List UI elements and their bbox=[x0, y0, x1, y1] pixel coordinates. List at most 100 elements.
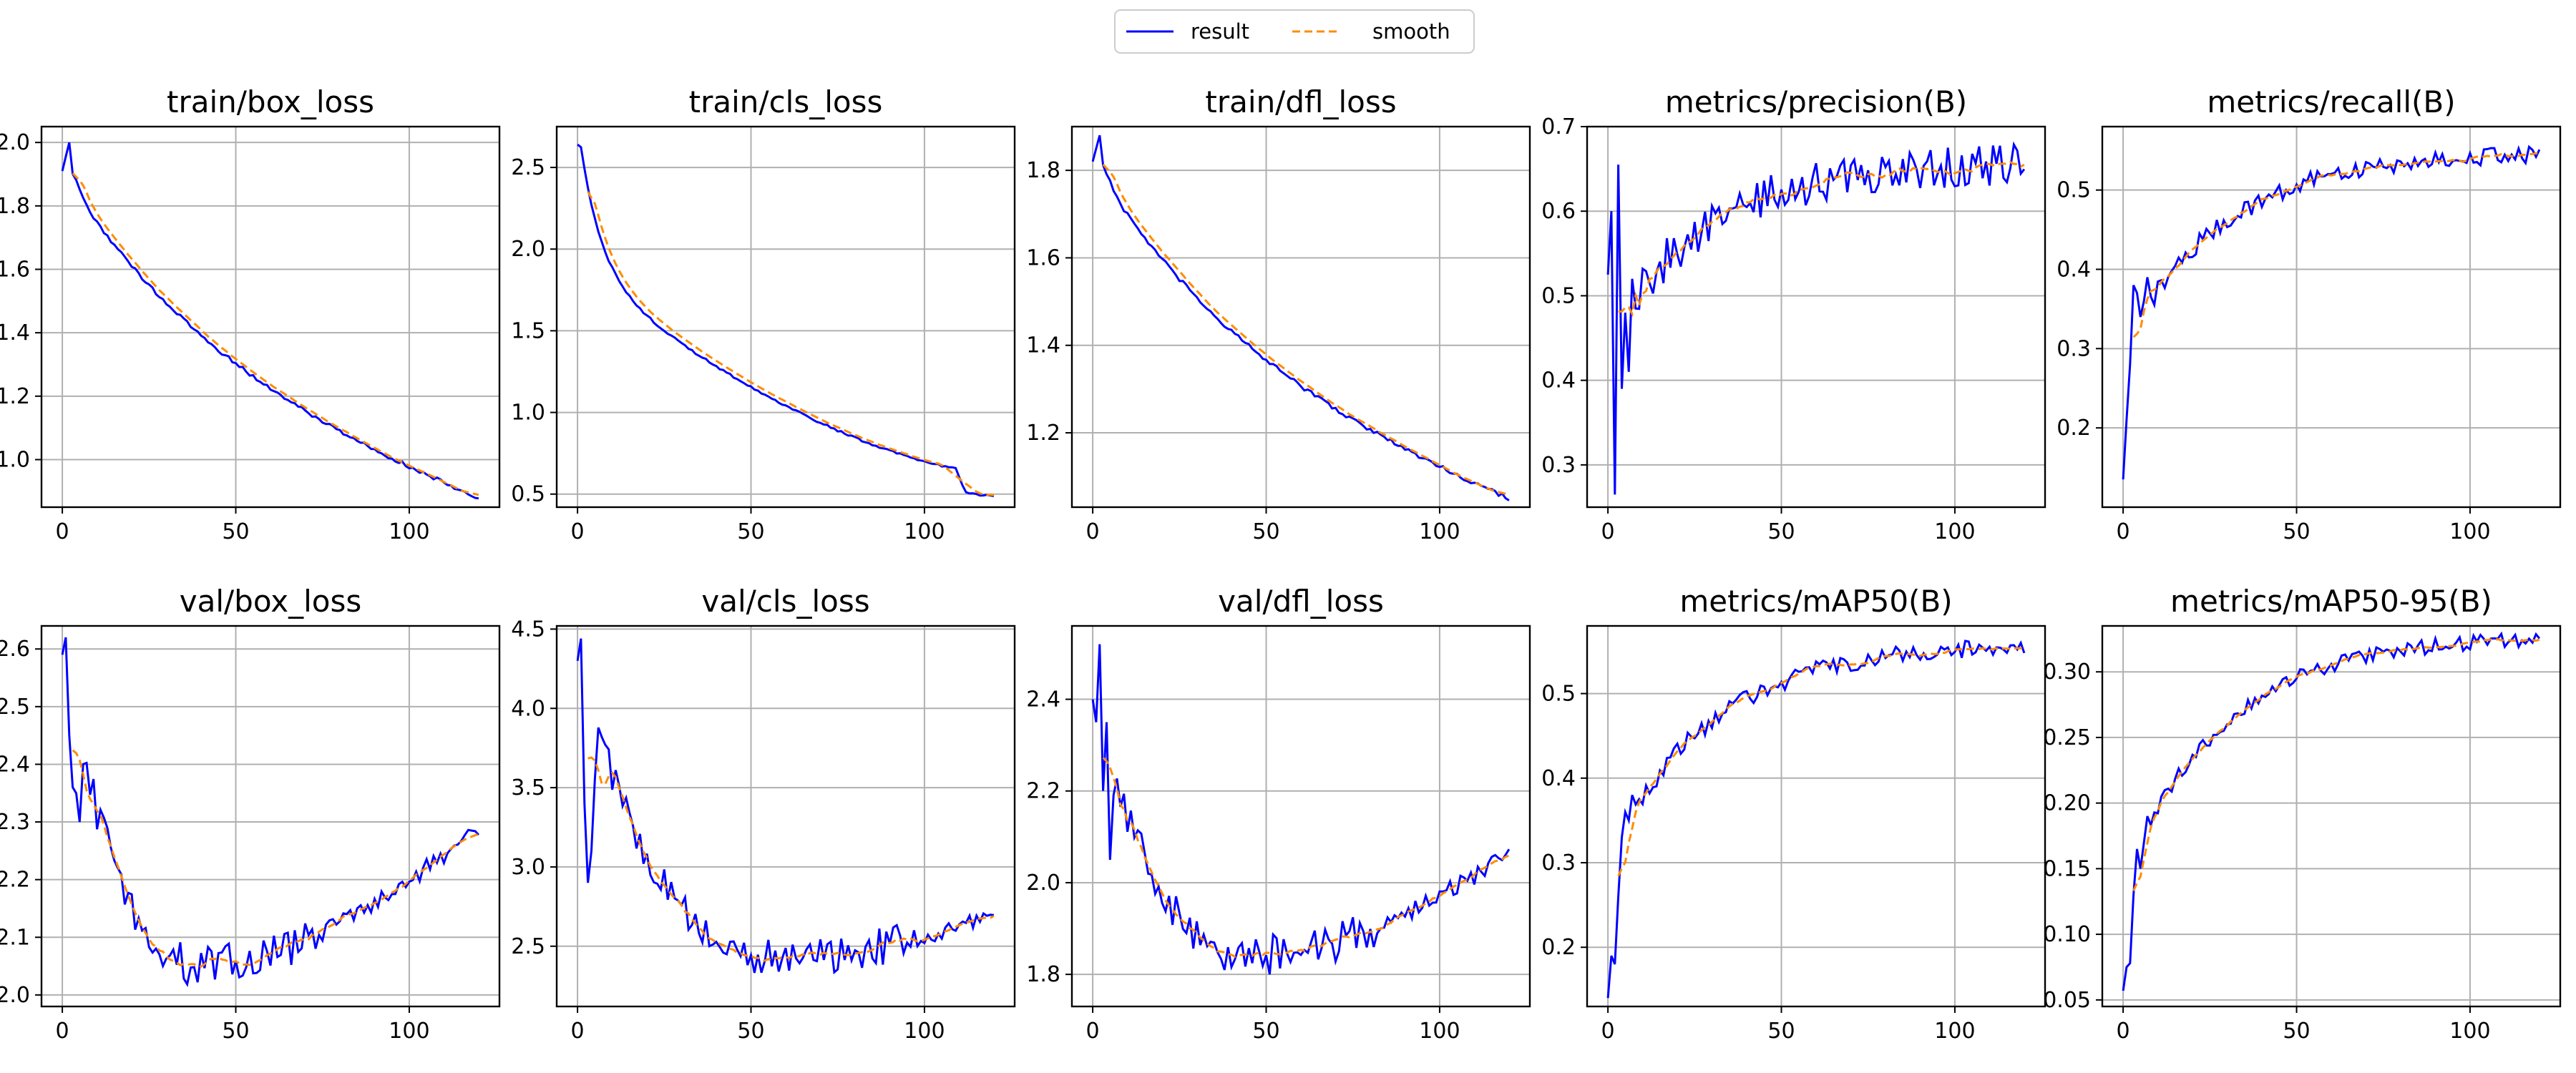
y-tick-label: 1.8 bbox=[1026, 158, 1060, 183]
axes-frame bbox=[1070, 125, 1531, 509]
y-tick-label: 2.4 bbox=[0, 752, 30, 777]
x-tick-label: 100 bbox=[389, 519, 429, 544]
y-tick-label: 2.2 bbox=[0, 868, 30, 893]
y-tick-label: 1.6 bbox=[1026, 245, 1060, 270]
y-tick-label: 0.3 bbox=[1541, 851, 1576, 876]
x-tick-label: 50 bbox=[1767, 519, 1795, 544]
y-tick-label: 0.4 bbox=[1541, 368, 1576, 393]
x-tick-label: 50 bbox=[2283, 519, 2310, 544]
axes-frame bbox=[40, 624, 501, 1008]
y-tick-label: 0.4 bbox=[2057, 258, 2091, 283]
axes-frame bbox=[1586, 125, 2046, 509]
y-tick-label: 1.6 bbox=[0, 258, 30, 283]
y-tick-label: 0.3 bbox=[1541, 453, 1576, 478]
subplot-title: val/box_loss bbox=[180, 584, 361, 619]
y-tick-label: 3.5 bbox=[511, 775, 545, 800]
y-tick-label: 3.0 bbox=[511, 855, 545, 880]
y-tick-label: 2.6 bbox=[0, 637, 30, 662]
legend-smooth-label: smooth bbox=[1372, 19, 1450, 44]
y-tick-label: 2.1 bbox=[0, 925, 30, 950]
subplot: metrics/precision(B) 0 50 100 0.3 0.4 0.5 0.6 0.… bbox=[1541, 84, 2046, 544]
x-tick-label: 50 bbox=[222, 519, 249, 544]
series-smooth-line bbox=[1618, 160, 2025, 318]
subplot-title: metrics/mAP50-95(B) bbox=[2170, 584, 2492, 619]
y-tick-label: 0.6 bbox=[1541, 199, 1576, 224]
y-tick-label: 1.2 bbox=[1026, 421, 1060, 446]
x-tick-label: 50 bbox=[737, 519, 764, 544]
y-tick-label: 2.5 bbox=[511, 934, 545, 959]
series-smooth-line bbox=[1102, 757, 1510, 959]
x-tick-label: 100 bbox=[2449, 1019, 2490, 1044]
y-tick-label: 0.2 bbox=[2057, 416, 2091, 441]
legend: result smooth bbox=[1114, 9, 1475, 54]
y-tick-label: 2.0 bbox=[1026, 871, 1060, 896]
subplot: val/cls_loss 0 50 100 2.5 3.0 3.5 4.0 4.5 bbox=[511, 584, 1016, 1044]
axes-frame bbox=[1586, 624, 2046, 1008]
y-tick-label: 0.5 bbox=[1541, 283, 1576, 308]
series-result-line bbox=[61, 142, 479, 500]
y-tick-label: 0.3 bbox=[2057, 336, 2091, 361]
subplot-title: train/cls_loss bbox=[689, 84, 883, 119]
y-tick-label: 1.4 bbox=[0, 320, 30, 346]
x-tick-label: 100 bbox=[1419, 1019, 1460, 1044]
series-result-line bbox=[1606, 141, 2026, 495]
y-tick-label: 2.0 bbox=[0, 130, 30, 155]
y-tick-label: 4.5 bbox=[511, 617, 545, 642]
series-result-line bbox=[1606, 640, 2026, 999]
y-tick-label: 0.5 bbox=[1541, 682, 1576, 707]
subplot: train/cls_loss 0 50 100 0.5 1.0 1.5 2.0 2.5 bbox=[511, 84, 1016, 544]
x-tick-label: 50 bbox=[1252, 1019, 1279, 1044]
x-tick-label: 50 bbox=[222, 1019, 249, 1044]
subplot-title: train/dfl_loss bbox=[1205, 84, 1396, 119]
y-tick-label: 0.5 bbox=[511, 482, 545, 507]
series-smooth-line bbox=[72, 172, 479, 496]
y-tick-label: 2.4 bbox=[1026, 687, 1060, 712]
x-tick-label: 50 bbox=[2283, 1019, 2310, 1044]
y-tick-label: 0.5 bbox=[2057, 178, 2091, 203]
series-result-line bbox=[1091, 644, 1511, 975]
y-tick-label: 1.4 bbox=[1026, 333, 1060, 358]
axes-frame bbox=[2101, 125, 2562, 509]
x-tick-label: 100 bbox=[389, 1019, 429, 1044]
y-tick-label: 0.10 bbox=[2043, 922, 2091, 947]
series-smooth-line bbox=[72, 749, 479, 968]
series-smooth-line bbox=[1617, 647, 2024, 877]
subplot: metrics/recall(B) 0 50 100 0.2 0.3 0.4 0.5 bbox=[2057, 84, 2562, 544]
x-tick-label: 100 bbox=[904, 1019, 945, 1044]
y-tick-label: 0.7 bbox=[1541, 114, 1576, 139]
y-tick-label: 2.5 bbox=[0, 695, 30, 720]
y-tick-label: 1.0 bbox=[511, 401, 545, 426]
subplot: val/dfl_loss 0 50 100 1.8 2.0 2.2 2.4 bbox=[1026, 584, 1531, 1044]
y-tick-label: 1.0 bbox=[0, 448, 30, 473]
x-tick-label: 0 bbox=[1601, 519, 1615, 544]
series-result-line bbox=[577, 143, 995, 498]
x-tick-label: 50 bbox=[1767, 1019, 1795, 1044]
series-smooth-line bbox=[587, 191, 995, 496]
axes-frame bbox=[555, 624, 1016, 1008]
series-smooth-line bbox=[2132, 638, 2540, 891]
x-tick-label: 100 bbox=[904, 519, 945, 544]
x-tick-label: 0 bbox=[1086, 519, 1100, 544]
y-tick-label: 1.2 bbox=[0, 384, 30, 409]
x-tick-label: 50 bbox=[737, 1019, 764, 1044]
subplot: train/box_loss 0 50 100 1.0 1.2 1.4 1.6 1.8 2.0 bbox=[0, 84, 501, 544]
y-tick-label: 1.5 bbox=[511, 318, 545, 343]
axes-frame bbox=[1070, 624, 1531, 1008]
x-tick-label: 0 bbox=[1086, 1019, 1100, 1044]
subplot-title: val/cls_loss bbox=[701, 584, 869, 619]
subplot-title: train/box_loss bbox=[167, 84, 374, 119]
x-tick-label: 100 bbox=[2449, 519, 2490, 544]
series-result-line bbox=[2122, 631, 2541, 991]
x-tick-label: 0 bbox=[1601, 1019, 1615, 1044]
y-tick-label: 0.2 bbox=[1541, 935, 1576, 960]
series-smooth-line bbox=[2132, 152, 2540, 338]
y-tick-label: 4.0 bbox=[511, 696, 545, 721]
subplot-title: metrics/precision(B) bbox=[1665, 84, 1967, 119]
x-tick-label: 100 bbox=[1934, 1019, 1975, 1044]
subplot: val/box_loss 0 50 100 2.0 2.1 2.2 2.3 2.4 2.5 2.6 bbox=[0, 584, 501, 1044]
x-tick-label: 0 bbox=[2117, 519, 2130, 544]
series-result-line bbox=[1091, 134, 1510, 501]
subplot: train/dfl_loss 0 50 100 1.2 1.4 1.6 1.8 bbox=[1026, 84, 1531, 544]
series-result-line bbox=[576, 638, 995, 975]
subplot: metrics/mAP50(B) 0 50 100 0.2 0.3 0.4 0.5 bbox=[1541, 584, 2046, 1044]
